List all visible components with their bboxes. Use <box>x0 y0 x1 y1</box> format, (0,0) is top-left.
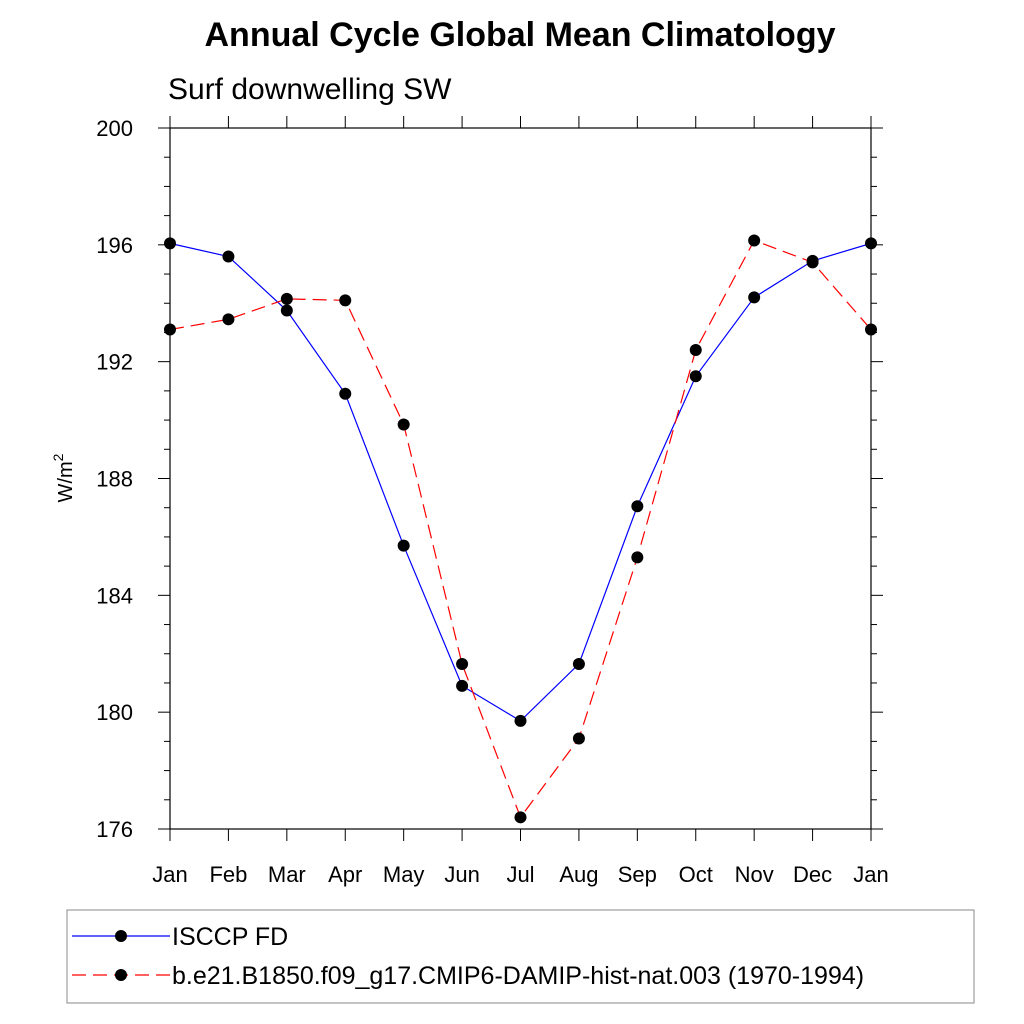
series-2-point <box>631 551 644 564</box>
series-2-point <box>164 323 176 336</box>
series-1-point <box>572 657 585 670</box>
series-2-point <box>222 313 235 326</box>
x-tick-label: Jun <box>444 862 479 887</box>
legend-box <box>66 909 975 1004</box>
y-tick-label: 200 <box>96 116 133 141</box>
x-tick-label: Jan <box>853 862 888 887</box>
series-2-point <box>339 294 352 307</box>
series-2-point <box>748 234 761 247</box>
series-2-point <box>572 732 585 745</box>
series-1-point <box>222 250 235 263</box>
y-axis-label: W/m2 <box>50 453 77 502</box>
y-tick-label: 176 <box>96 817 133 842</box>
series-2-point <box>806 256 819 269</box>
series-1-point <box>748 291 761 304</box>
legend-marker-1 <box>115 930 127 942</box>
y-tick-label: 188 <box>96 467 133 492</box>
x-tick-label: Mar <box>268 862 306 887</box>
series-1-point <box>689 370 702 383</box>
series-1-point <box>397 539 410 552</box>
series-2-point <box>514 811 527 824</box>
y-tick-label: 192 <box>96 350 133 375</box>
legend-marker-2 <box>115 969 127 981</box>
y-axis: 176 180 184 188 192 196 200 <box>96 116 883 842</box>
chart-title: Annual Cycle Global Mean Climatology <box>205 16 836 54</box>
y-axis-label-superscript: 2 <box>50 453 66 461</box>
series-2-point <box>865 323 877 336</box>
x-tick-label: May <box>383 862 425 887</box>
y-tick-label: 196 <box>96 233 133 258</box>
x-tick-label: Jan <box>152 862 187 887</box>
series-line-2 <box>169 239 872 819</box>
series-1-point <box>164 237 176 250</box>
series-1-point <box>631 500 644 513</box>
series-1-point <box>280 304 293 317</box>
x-tick-label: Dec <box>793 862 832 887</box>
x-tick-label: Aug <box>559 862 598 887</box>
y-tick-label: 184 <box>96 583 133 608</box>
x-tick-label: Feb <box>209 862 247 887</box>
series-1-point <box>865 237 877 250</box>
y-tick-label: 180 <box>96 700 133 725</box>
x-axis: Jan Feb Mar Apr May Jun Jul Aug Sep Oct Nov Dec Jan <box>152 116 889 887</box>
series-2-point <box>280 292 293 305</box>
legend-label-2: b.e21.B1850.f09_g17.CMIP6-DAMIP-hist-nat… <box>172 962 864 990</box>
y-axis-label-main: W/m <box>55 461 77 502</box>
series-layer <box>164 234 877 824</box>
legend-label-1: ISCCP FD <box>172 923 288 951</box>
x-tick-label: Nov <box>735 862 774 887</box>
chart-subtitle: Surf downwelling SW <box>168 73 452 106</box>
x-tick-label: Oct <box>679 862 713 887</box>
series-1-point <box>514 714 527 727</box>
series-line-1 <box>169 242 872 722</box>
series-2-point <box>397 418 410 431</box>
legend: ISCCP FD b.e21.B1850.f09_g17.CMIP6-DAMIP-… <box>66 909 975 1004</box>
x-tick-label: Jul <box>506 862 534 887</box>
series-1-point <box>339 387 352 400</box>
series-2-point <box>689 343 702 356</box>
x-tick-label: Apr <box>328 862 362 887</box>
series-2-point <box>456 657 469 670</box>
x-tick-label: Sep <box>618 862 657 887</box>
svg-text:W/m2: W/m2 <box>50 453 77 502</box>
series-1-point <box>456 679 469 692</box>
